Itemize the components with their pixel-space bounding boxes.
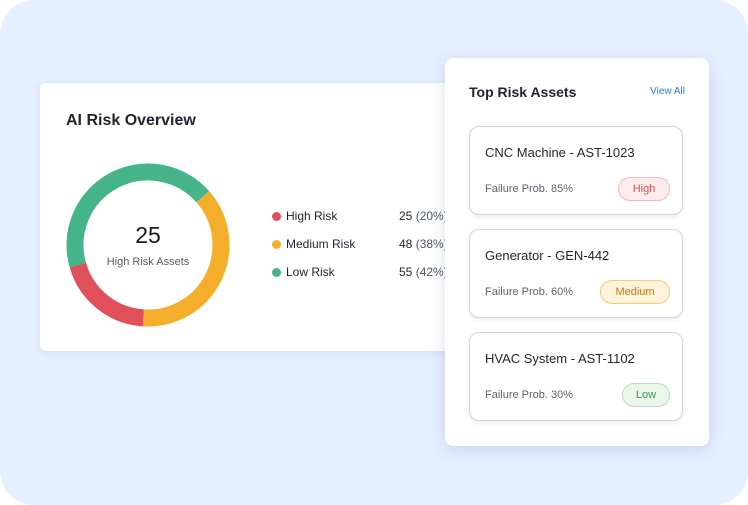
view-all-link[interactable]: View All	[650, 86, 685, 97]
donut-segment-medium-risk	[142, 191, 230, 327]
legend-item-low-risk: Low Risk 55 (42%)	[272, 265, 460, 293]
legend-item-medium-risk: Medium Risk 48 (38%)	[272, 237, 460, 265]
donut-segment-low-risk	[66, 163, 210, 268]
legend-label: Low Risk	[286, 265, 335, 279]
asset-card-cnc-machine[interactable]: CNC Machine - AST-1023 Failure Prob. 85%…	[469, 126, 683, 215]
low-risk-dot	[272, 268, 281, 277]
high-risk-dot	[272, 212, 281, 221]
overview-title: AI Risk Overview	[66, 112, 196, 129]
legend-label: Medium Risk	[286, 237, 356, 251]
legend-value: 48 (38%)	[399, 237, 448, 251]
failure-probability: Failure Prob. 60%	[485, 286, 574, 298]
asset-name: HVAC System - AST-1102	[485, 351, 635, 366]
asset-card-hvac-system[interactable]: HVAC System - AST-1102 Failure Prob. 30%…	[469, 332, 683, 421]
asset-name: CNC Machine - AST-1023	[485, 145, 635, 160]
donut-segment-high-risk	[69, 262, 145, 327]
risk-badge-low: Low	[622, 383, 670, 407]
asset-name: Generator - GEN-442	[485, 248, 610, 263]
ai-risk-overview-card: AI Risk Overview 25 High Risk Assets Hig…	[40, 83, 460, 351]
legend-item-high-risk: High Risk 25 (20%)	[272, 209, 460, 237]
legend-value: 55 (42%)	[399, 265, 448, 279]
risk-badge-medium: Medium	[600, 280, 670, 304]
failure-probability: Failure Prob. 30%	[485, 389, 574, 401]
risk-legend: High Risk 25 (20%) Medium Risk 48 (38%) …	[272, 209, 460, 293]
legend-value: 25 (20%)	[399, 209, 448, 223]
risk-donut-chart	[66, 163, 230, 327]
risk-badge-high: High	[618, 177, 670, 201]
failure-probability: Failure Prob. 85%	[485, 183, 574, 195]
asset-card-generator[interactable]: Generator - GEN-442 Failure Prob. 60% Me…	[469, 229, 683, 318]
medium-risk-dot	[272, 240, 281, 249]
assets-title: Top Risk Assets	[469, 84, 577, 100]
legend-label: High Risk	[286, 209, 338, 223]
top-risk-assets-panel: Top Risk Assets View All CNC Machine - A…	[445, 58, 709, 446]
